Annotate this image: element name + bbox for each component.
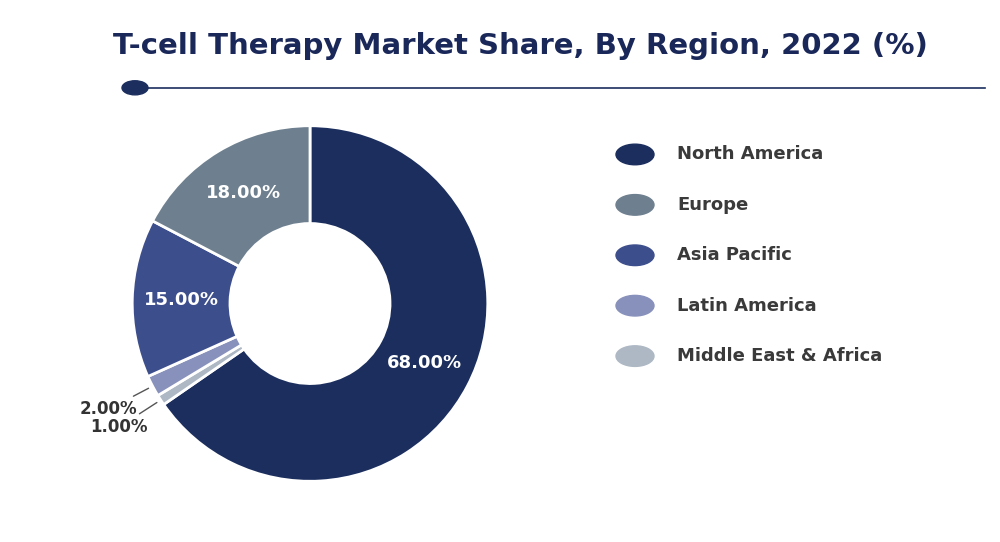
Text: 2.00%: 2.00% — [80, 388, 149, 418]
Text: Latin America: Latin America — [677, 296, 817, 315]
Text: 15.00%: 15.00% — [144, 291, 219, 308]
Text: T-cell Therapy Market Share, By Region, 2022 (%): T-cell Therapy Market Share, By Region, … — [113, 32, 927, 60]
Wedge shape — [158, 345, 244, 404]
Text: Europe: Europe — [677, 196, 748, 214]
Text: 68.00%: 68.00% — [387, 354, 462, 372]
Text: PRECEDENCE
RESEARCH: PRECEDENCE RESEARCH — [24, 41, 105, 65]
Wedge shape — [148, 337, 242, 396]
Wedge shape — [153, 126, 310, 266]
Text: 18.00%: 18.00% — [206, 184, 281, 202]
Text: Asia Pacific: Asia Pacific — [677, 246, 792, 264]
Text: North America: North America — [677, 145, 823, 164]
Wedge shape — [132, 221, 239, 377]
Wedge shape — [164, 126, 488, 481]
Text: 1.00%: 1.00% — [90, 403, 157, 436]
Text: Middle East & Africa: Middle East & Africa — [677, 347, 882, 365]
